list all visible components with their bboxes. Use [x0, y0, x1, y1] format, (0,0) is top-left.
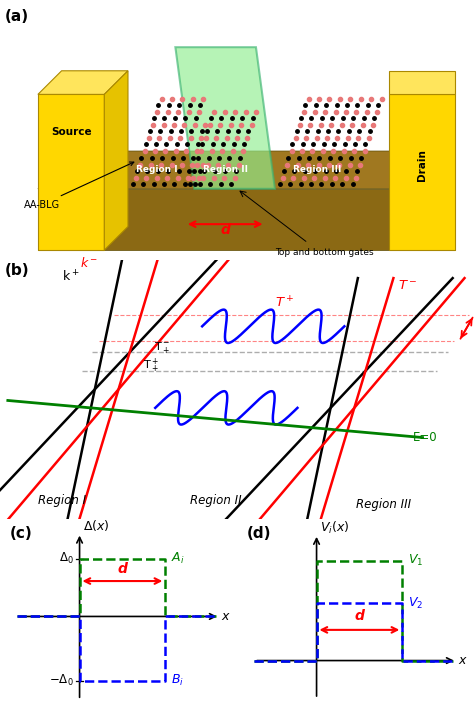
Text: $\Delta(x)$: $\Delta(x)$	[83, 518, 110, 533]
Text: T$_+^+$: T$_+^+$	[143, 357, 159, 375]
Text: k$^+$: k$^+$	[62, 270, 80, 285]
Text: Source: Source	[51, 127, 91, 137]
Text: E=0: E=0	[413, 431, 438, 444]
Text: $V_2$: $V_2$	[408, 596, 423, 611]
Text: k$^-$: k$^-$	[80, 256, 97, 270]
Text: Top and bottom gates: Top and bottom gates	[275, 248, 374, 257]
Text: Region III: Region III	[356, 498, 410, 511]
Text: x: x	[459, 654, 466, 667]
Text: Region I: Region I	[136, 165, 177, 174]
Text: (d): (d)	[246, 526, 271, 541]
Text: T$_+^-$: T$_+^-$	[154, 340, 170, 355]
Text: x: x	[222, 610, 229, 623]
Text: (c): (c)	[9, 526, 32, 541]
Text: (b): (b)	[5, 263, 29, 278]
Text: $V_1$: $V_1$	[408, 553, 423, 568]
Text: Region I: Region I	[38, 495, 86, 508]
Text: $-\Delta_0$: $-\Delta_0$	[49, 673, 74, 689]
Text: AA-BLG: AA-BLG	[24, 162, 134, 210]
Text: T$^-$: T$^-$	[398, 279, 417, 292]
Polygon shape	[389, 94, 455, 250]
Text: $\Delta_0$: $\Delta_0$	[59, 551, 74, 566]
Text: $A_i$: $A_i$	[171, 551, 185, 566]
Text: d: d	[118, 562, 128, 576]
Text: (a): (a)	[5, 9, 29, 25]
Polygon shape	[38, 94, 104, 250]
Text: $V_i(x)$: $V_i(x)$	[320, 520, 350, 536]
Polygon shape	[389, 71, 455, 94]
Text: d: d	[220, 223, 230, 236]
Text: T$^+$: T$^+$	[275, 296, 294, 311]
Text: Region III: Region III	[293, 165, 342, 174]
Text: Region II: Region II	[203, 165, 247, 174]
Polygon shape	[175, 47, 275, 189]
Text: $B_i$: $B_i$	[171, 673, 184, 689]
Polygon shape	[38, 189, 455, 250]
Polygon shape	[104, 71, 128, 250]
Text: Drain: Drain	[417, 149, 427, 181]
Polygon shape	[38, 71, 128, 94]
Polygon shape	[38, 151, 455, 189]
Text: d: d	[355, 609, 365, 623]
Text: Region II: Region II	[190, 495, 241, 508]
